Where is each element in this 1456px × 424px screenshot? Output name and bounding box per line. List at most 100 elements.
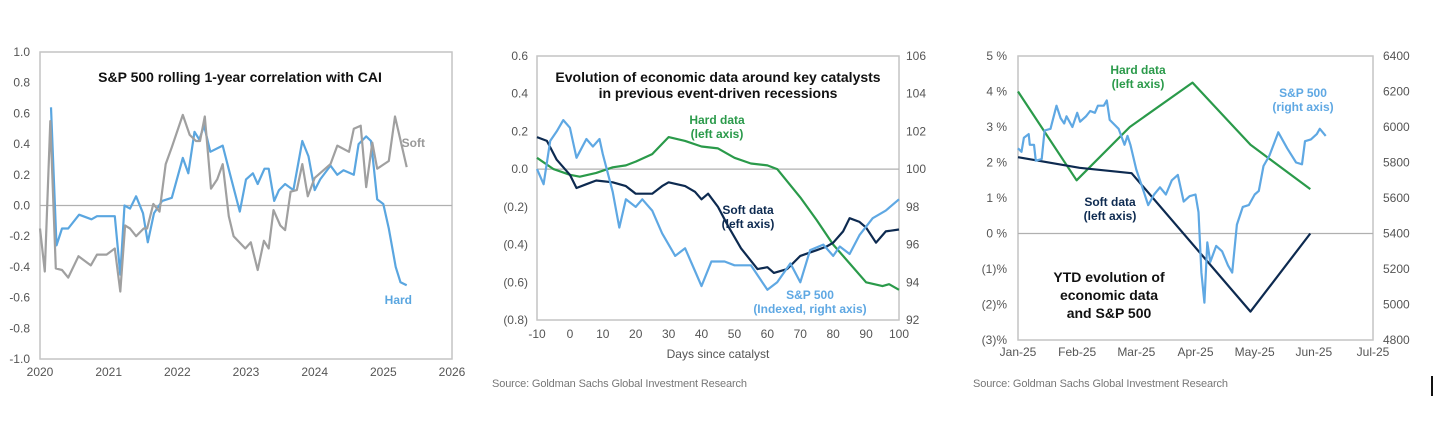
y-tick-label: 0.4 — [511, 87, 528, 101]
y-tick-label: -0.6 — [9, 291, 30, 305]
source-note: Source: Goldman Sachs Global Investment … — [973, 378, 1228, 390]
x-tick-label: 50 — [728, 327, 742, 341]
x-tick-label: 2021 — [95, 365, 122, 379]
x-tick-label: 10 — [596, 327, 610, 341]
x-tick-label: 2024 — [301, 365, 328, 379]
y-tick-label: 3 % — [986, 120, 1007, 134]
y2-tick-label: 96 — [906, 238, 920, 252]
y2-tick-label: 5600 — [1383, 191, 1410, 205]
series-line-soft-data-left-axis- — [1017, 156, 1312, 313]
series-line-s-p-500-indexed-right-axis- — [535, 119, 900, 291]
series-annotation: (Indexed, right axis) — [753, 302, 866, 316]
y2-tick-label: 6200 — [1383, 85, 1410, 99]
y2-tick-label: 5800 — [1383, 156, 1410, 170]
series-annotation: Soft — [402, 136, 425, 150]
chart-title-line: Evolution of economic data around key ca… — [555, 69, 880, 85]
series-annotation: S&P 500 — [1279, 86, 1327, 100]
y-tick-label: 0.6 — [511, 49, 528, 63]
x-tick-label: Apr-25 — [1177, 345, 1213, 359]
y-tick-label: (0.2) — [503, 200, 528, 214]
y-tick-label: (3)% — [982, 333, 1008, 347]
plot-area-border — [1017, 55, 1374, 341]
y2-tick-label: 102 — [906, 124, 926, 138]
y-tick-label: -0.8 — [9, 321, 30, 335]
y-tick-label: 4 % — [986, 85, 1007, 99]
y-tick-label: 0.6 — [13, 106, 30, 120]
x-tick-label: 0 — [567, 327, 574, 341]
series-annotation: S&P 500 — [786, 288, 834, 302]
chart-title-line: YTD evolution of — [1053, 269, 1165, 285]
x-tick-label: 2026 — [439, 365, 466, 379]
series-line-soft — [38, 113, 408, 293]
chart-title-line: and S&P 500 — [1067, 305, 1152, 321]
y-tick-label: -0.4 — [9, 260, 30, 274]
series-annotation: Hard — [385, 293, 412, 307]
x-tick-label: 20 — [629, 327, 643, 341]
y-tick-label: 2 % — [986, 156, 1007, 170]
y-tick-label: (1)% — [982, 262, 1008, 276]
series-line-hard-data-left-axis- — [536, 136, 900, 291]
y-tick-label: (0.8) — [503, 313, 528, 327]
series-annotation: Hard data — [689, 113, 745, 127]
series-line-soft-data-left-axis- — [536, 136, 900, 274]
x-tick-label: 2022 — [164, 365, 191, 379]
y-tick-label: 0.0 — [13, 199, 30, 213]
series-annotation: Hard data — [1110, 63, 1166, 77]
text-cursor — [1431, 376, 1433, 396]
y-tick-label: (0.6) — [503, 275, 528, 289]
y-tick-label: (2)% — [982, 298, 1008, 312]
series-line-hard-data-left-axis- — [1017, 81, 1311, 190]
x-tick-label: 2023 — [233, 365, 260, 379]
x-tick-label: 90 — [859, 327, 873, 341]
chart-title-line: in previous event-driven recessions — [599, 85, 838, 101]
y-tick-label: 0.2 — [511, 124, 528, 138]
y2-tick-label: 4800 — [1383, 333, 1410, 347]
x-tick-label: 40 — [695, 327, 709, 341]
y-tick-label: -1.0 — [9, 352, 30, 366]
y2-tick-label: 94 — [906, 275, 920, 289]
y-tick-label: 0.0 — [511, 162, 528, 176]
x-tick-label: 2020 — [27, 365, 54, 379]
y-tick-label: (0.4) — [503, 238, 528, 252]
x-tick-label: Jul-25 — [1357, 345, 1390, 359]
x-tick-label: Jan-25 — [1000, 345, 1037, 359]
series-line-hard — [49, 107, 408, 287]
series-annotation: Soft data — [1084, 195, 1136, 209]
series-annotation: Soft data — [722, 203, 774, 217]
y-tick-label: 5 % — [986, 49, 1007, 63]
y2-tick-label: 104 — [906, 87, 926, 101]
x-tick-label: 2025 — [370, 365, 397, 379]
y2-tick-label: 5200 — [1383, 262, 1410, 276]
y2-tick-label: 6000 — [1383, 120, 1410, 134]
series-annotation: (right axis) — [1272, 100, 1333, 114]
x-tick-label: 100 — [889, 327, 909, 341]
source-note: Source: Goldman Sachs Global Investment … — [492, 378, 747, 390]
series-line-s-p-500-right-axis- — [1017, 99, 1327, 304]
series-annotation: (left axis) — [1084, 209, 1137, 223]
x-tick-label: Jun-25 — [1295, 345, 1332, 359]
series-annotation: (left axis) — [691, 127, 744, 141]
y2-tick-label: 106 — [906, 49, 926, 63]
x-tick-label: May-25 — [1235, 345, 1275, 359]
chart-title-line: economic data — [1060, 287, 1158, 303]
y-tick-label: 0.8 — [13, 76, 30, 90]
series-annotation: (left axis) — [722, 217, 775, 231]
chart-title: S&P 500 rolling 1-year correlation with … — [98, 69, 382, 85]
y-tick-label: 0.2 — [13, 168, 30, 182]
y2-tick-label: 92 — [906, 313, 920, 327]
y-tick-label: 1.0 — [13, 45, 30, 59]
y2-tick-label: 6400 — [1383, 49, 1410, 63]
x-tick-label: 60 — [761, 327, 775, 341]
y-tick-label: -0.2 — [9, 229, 30, 243]
x-tick-label: Feb-25 — [1058, 345, 1096, 359]
x-axis-label: Days since catalyst — [667, 347, 770, 361]
plot-area-border — [536, 55, 900, 321]
y-tick-label: 0.4 — [13, 137, 30, 151]
y2-tick-label: 98 — [906, 200, 920, 214]
x-tick-label: -10 — [528, 327, 546, 341]
x-tick-label: 80 — [827, 327, 841, 341]
y2-tick-label: 5400 — [1383, 227, 1410, 241]
y-tick-label: 1 % — [986, 191, 1007, 205]
y2-tick-label: 5000 — [1383, 298, 1410, 312]
